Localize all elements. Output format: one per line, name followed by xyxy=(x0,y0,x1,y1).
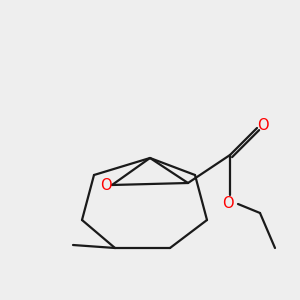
Text: O: O xyxy=(257,118,269,133)
Text: O: O xyxy=(222,196,234,211)
Text: O: O xyxy=(100,178,112,193)
